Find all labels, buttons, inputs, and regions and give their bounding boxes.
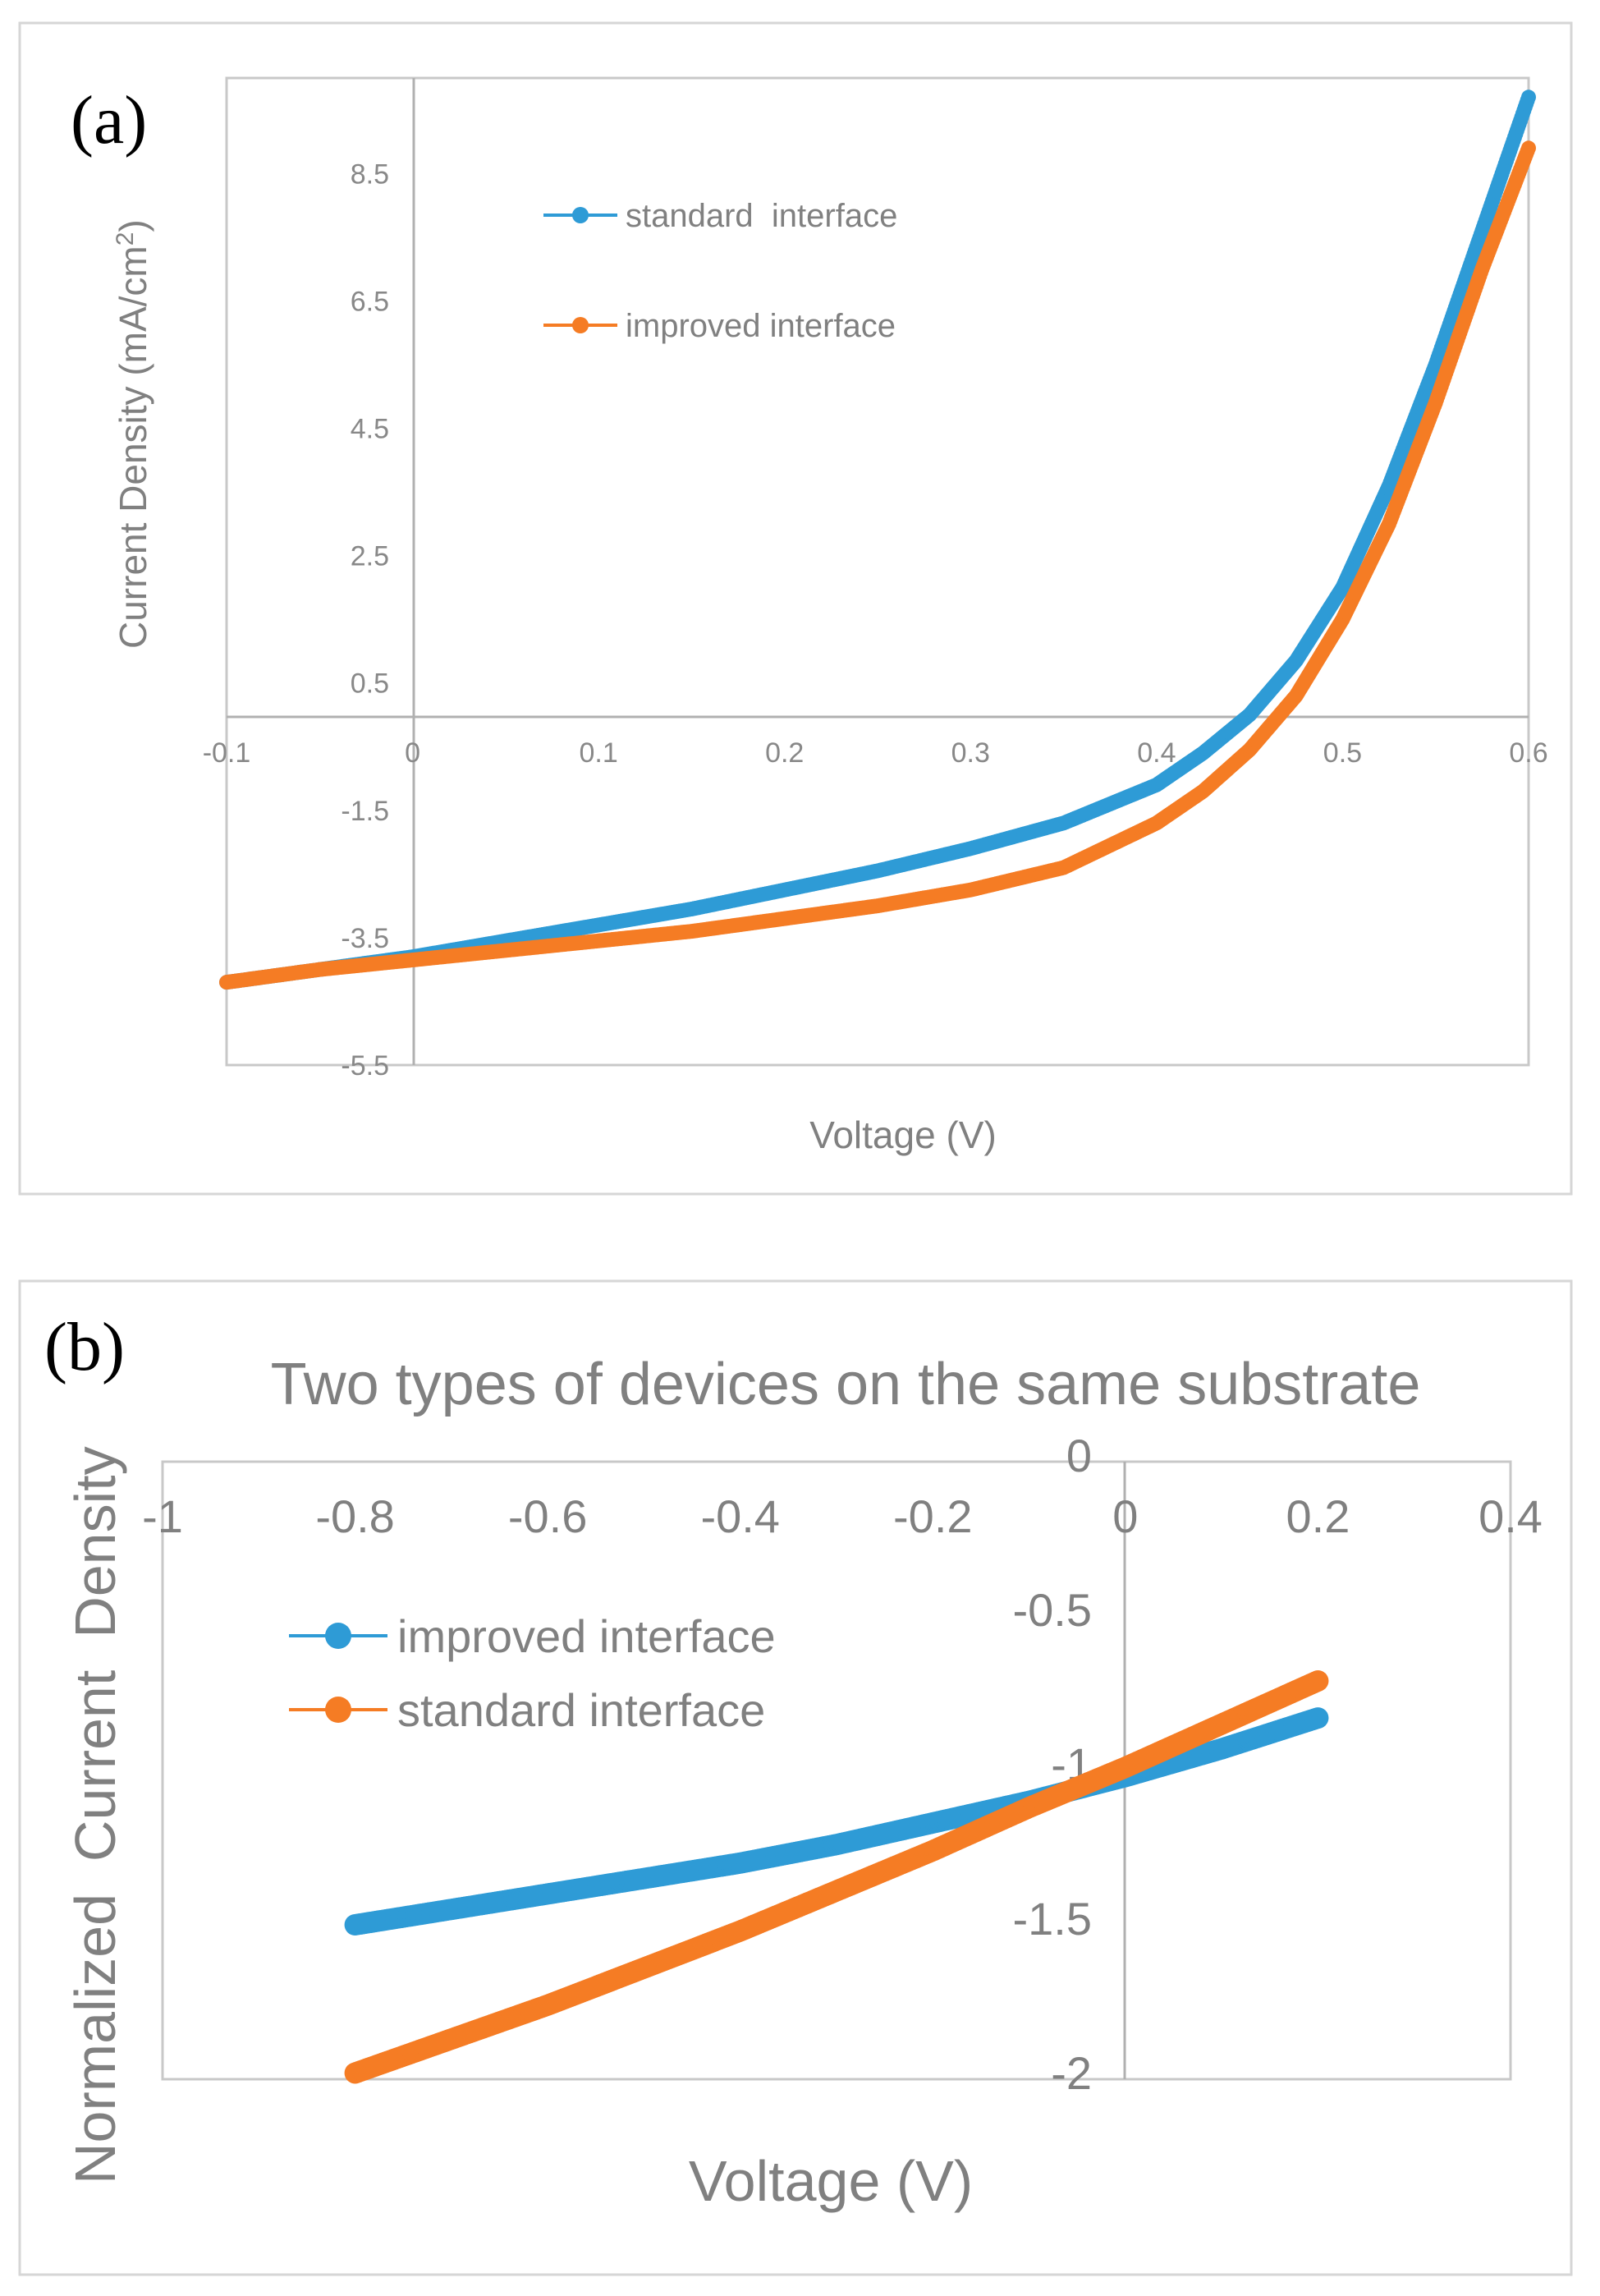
panel-b-x-tick-label: 0.4 — [1479, 1490, 1543, 1542]
panel-b: (b) Two types of devices on the same sub… — [18, 1279, 1573, 2276]
panel-b-x-tick-label: -1 — [142, 1490, 183, 1542]
panel-b-legend: improved interface standard interface — [289, 1610, 776, 1736]
panel-a-legend: standard interface improved interface — [543, 198, 897, 344]
panel-b-x-tick-label: -0.6 — [508, 1490, 588, 1542]
data-point — [1307, 1707, 1329, 1729]
panel-a-x-tick-labels: -0.1 0 0.1 0.2 0.3 0.4 0.5 0.6 — [203, 737, 1548, 769]
panel-a-y-tick-label: -1.5 — [341, 796, 389, 827]
panel-a-x-axis-title: Voltage (V) — [809, 1114, 997, 1156]
panel-b-plot-area — [161, 1460, 1512, 2081]
panel-b-series-1 — [344, 1669, 1329, 2084]
panel-a-y-tick-label: -3.5 — [341, 923, 389, 954]
panel-a-x-tick-label: 0.5 — [1323, 737, 1362, 769]
panel-a-label: (a) — [71, 82, 147, 158]
panel-a-y-axis-title: Current Density (mA/cm2) — [112, 219, 154, 649]
panel-a-x-tick-label: 0.3 — [951, 737, 990, 769]
legend-b-improved-marker — [325, 1623, 351, 1649]
panel-a-y-tick-label: 4.5 — [351, 414, 389, 445]
panel-b-y-tick-label: -0.5 — [1013, 1584, 1093, 1636]
panel-a-y-tick-label: -5.5 — [341, 1050, 389, 1081]
panel-a-x-tick-label: 0.4 — [1137, 737, 1176, 769]
panel-a-y-tick-label: 8.5 — [351, 158, 389, 190]
panel-b-y-tick-labels: 0-0.5-1-1.5-2 — [1013, 1430, 1093, 2099]
panel-a-plot-area — [225, 76, 1530, 1067]
panel-b-x-tick-label: 0.2 — [1286, 1490, 1350, 1542]
panel-a-y-tick-label: 6.5 — [351, 286, 389, 317]
legend-a-improved-label: improved interface — [626, 308, 896, 344]
legend-b-standard-label: standard interface — [397, 1684, 765, 1736]
legend-a-standard-label: standard interface — [626, 198, 897, 234]
legend-a-improved-marker — [572, 317, 589, 333]
panel-a-x-tick-label: 0 — [405, 737, 420, 769]
panel-b-label: (b) — [44, 1309, 125, 1385]
panel-b-x-tick-labels: -1 -0.8 -0.6 -0.4 -0.2 0 0.2 0.4 — [142, 1490, 1543, 1542]
legend-b-improved-label: improved interface — [397, 1610, 776, 1662]
panel-a-x-tick-label: -0.1 — [203, 737, 251, 769]
panel-a-frame — [18, 21, 1573, 1196]
panel-b-x-tick-label: 0 — [1112, 1490, 1138, 1542]
panel-a-y-tick-label: 0.5 — [351, 668, 389, 700]
data-point — [1521, 140, 1536, 156]
panel-b-y-tick-label: -2 — [1051, 2047, 1092, 2099]
panel-a-y-tick-labels: 8.5 6.5 4.5 2.5 0.5 -1.5 -3.5 -5.5 — [341, 158, 389, 1081]
panel-b-x-tick-label: -0.2 — [893, 1490, 973, 1542]
panel-a-series — [219, 90, 1536, 990]
data-point — [1307, 1669, 1329, 1692]
legend-b-standard-marker — [325, 1697, 351, 1723]
panel-b-x-tick-label: -0.8 — [315, 1490, 395, 1542]
panel-a-y-tick-label: 2.5 — [351, 541, 389, 572]
panel-a-y-axis-title-end: ) — [112, 219, 154, 232]
panel-a-x-tick-label: 0.6 — [1509, 737, 1547, 769]
panel-b-x-axis-title: Voltage (V) — [689, 2149, 973, 2213]
panel-a-x-tick-label: 0.1 — [580, 737, 618, 769]
legend-a-standard-marker — [572, 207, 589, 223]
panel-a-series-1 — [219, 140, 1536, 990]
panel-b-frame — [18, 1279, 1573, 2276]
panel-b-title: Two types of devices on the same substra… — [271, 1352, 1421, 1417]
panel-b-y-axis-title: Normalized Current Density — [63, 1446, 127, 2184]
panel-a-x-tick-label: 0.2 — [765, 737, 804, 769]
panel-b-x-tick-label: -0.4 — [700, 1490, 780, 1542]
panel-b-y-tick-label: 0 — [1066, 1430, 1092, 1481]
panel-a-y-axis-title-superscript: 2 — [112, 232, 139, 246]
panel-a: (a) -0.1 0 0.1 0.2 0.3 0.4 0.5 0.6 8.5 6.5 4.5 2.5… — [18, 21, 1573, 1196]
panel-b-y-tick-label: -1.5 — [1013, 1893, 1093, 1945]
data-point — [1521, 90, 1536, 105]
panel-a-y-axis-title-main: Current Density (mA/cm — [112, 246, 154, 649]
panel-b-series — [344, 1669, 1329, 2084]
